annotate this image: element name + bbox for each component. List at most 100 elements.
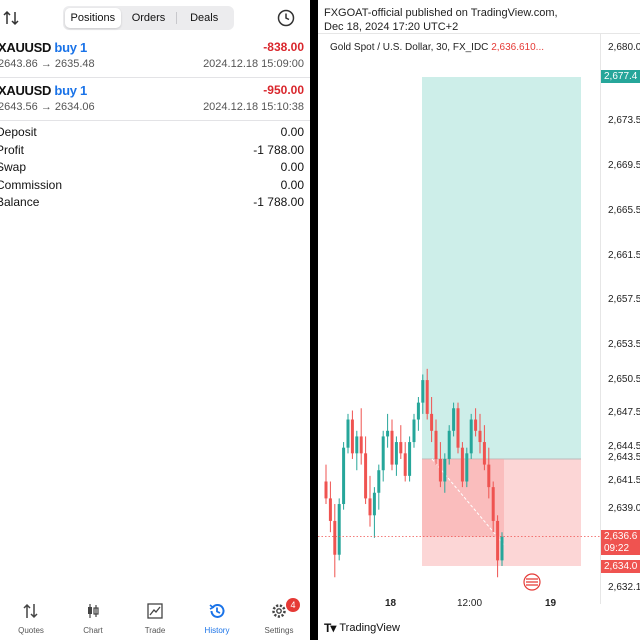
trade-row[interactable]: XAUUSD buy 1 -838.00 2643.86 → 2635.48 2…	[0, 36, 310, 76]
x-tick: 19	[545, 598, 557, 609]
tab-orders[interactable]: Orders	[131, 12, 166, 24]
divider	[0, 77, 310, 78]
y-tick: 2,665.5	[608, 205, 640, 216]
summary-label: Commission	[0, 178, 63, 192]
y-tick: 2,657.5	[608, 294, 640, 305]
trade-profit: -950.00	[263, 83, 304, 97]
y-tick: 2,639.0	[608, 503, 640, 514]
y-tick: 2,643.5	[608, 452, 640, 463]
price-chart[interactable]	[318, 34, 600, 594]
history-panel: Positions Orders Deals XAUUSD buy 1 -838…	[0, 0, 310, 640]
nav-label: Trade	[144, 626, 166, 635]
bottom-nav: Quotes Chart Trade History	[0, 594, 310, 640]
nav-label: Quotes	[18, 626, 44, 635]
summary-label: Swap	[0, 160, 27, 174]
tab-positions[interactable]: Positions	[65, 8, 121, 28]
candle	[399, 442, 403, 454]
candle	[425, 380, 429, 414]
candle	[342, 447, 346, 505]
nav-quotes[interactable]: Quotes	[0, 594, 62, 640]
quotes-icon	[23, 603, 38, 619]
candle	[337, 504, 341, 555]
history-icon	[209, 604, 225, 618]
trade-symbol: XAUUSD buy 1	[0, 83, 87, 98]
nav-history[interactable]: History	[186, 594, 248, 640]
candle	[408, 442, 412, 476]
trade-symbol: XAUUSD buy 1	[0, 40, 87, 55]
candle	[412, 419, 416, 443]
y-tick: 2,632.1	[608, 582, 640, 593]
summary-label: Balance	[0, 195, 40, 209]
candle	[452, 408, 456, 431]
candle	[368, 498, 372, 516]
summary-value: 0.00	[280, 160, 304, 174]
y-tick: 2,647.5	[608, 407, 640, 418]
price-axis	[600, 34, 601, 604]
summary-balance: Balance -1 788.00	[0, 193, 310, 211]
target-zone	[422, 77, 581, 459]
candle	[403, 453, 407, 476]
candle	[496, 520, 500, 561]
candle	[430, 413, 434, 431]
summary-label: Deposit	[0, 125, 37, 139]
candle	[474, 419, 478, 431]
trade-direction: buy 1	[54, 83, 87, 98]
candle	[394, 442, 398, 465]
candle	[478, 430, 482, 443]
nav-chart[interactable]: Chart	[62, 594, 124, 640]
tradingview-mark-icon: T▾	[324, 621, 336, 635]
trade-direction: buy 1	[54, 40, 87, 55]
chart-panel: FXGOAT-official published on TradingView…	[318, 0, 640, 640]
candle	[438, 458, 442, 482]
candle	[386, 430, 390, 437]
candle	[372, 492, 376, 516]
y-tick: 2,644.5	[608, 441, 640, 452]
candle	[364, 453, 368, 499]
summary-value: -1 788.00	[253, 143, 304, 157]
chart-icon	[88, 604, 99, 618]
candle	[355, 436, 359, 454]
summary-label: Profit	[0, 143, 25, 157]
summary-commission: Commission 0.00	[0, 176, 310, 194]
candle	[324, 481, 328, 499]
candle	[482, 442, 486, 465]
summary-value: 0.00	[280, 178, 304, 192]
candle	[328, 498, 332, 521]
candle	[443, 458, 447, 482]
candle	[491, 487, 495, 521]
chart-legend: Gold Spot / U.S. Dollar, 30, FX_IDC 2,63…	[330, 42, 544, 53]
summary-deposit: Deposit 0.00	[0, 123, 310, 141]
candle	[434, 430, 438, 459]
divider	[0, 120, 310, 121]
y-tick: 2,680.0	[608, 42, 640, 53]
notification-badge: 4	[286, 598, 300, 612]
settings-icon	[272, 604, 286, 618]
tab-deals[interactable]: Deals	[176, 8, 232, 28]
candle	[377, 470, 381, 493]
sort-icon[interactable]	[2, 10, 20, 26]
nav-label: Settings	[264, 626, 294, 635]
candle	[421, 380, 425, 403]
trade-prices: 2643.86 → 2635.48	[0, 58, 95, 70]
trade-time: 2024.12.18 15:10:38	[203, 101, 304, 113]
nav-trade[interactable]: Trade	[124, 594, 186, 640]
candle	[469, 419, 473, 454]
brand-name: TradingView	[339, 622, 400, 634]
tradingview-logo[interactable]: T▾ TradingView	[324, 621, 400, 635]
summary-profit: Profit -1 788.00	[0, 141, 310, 159]
flag-stripes	[526, 578, 538, 586]
clock-icon[interactable]	[277, 9, 295, 27]
bar-countdown: 09:22	[601, 542, 640, 555]
candle	[333, 520, 337, 555]
trade-row[interactable]: XAUUSD buy 1 -950.00 2643.56 → 2634.06 2…	[0, 79, 310, 119]
last-price: 2,636.610...	[491, 42, 545, 53]
candle	[359, 436, 363, 454]
publisher-line: FXGOAT-official published on TradingView…	[324, 7, 558, 19]
candle	[346, 419, 350, 448]
nav-settings[interactable]: 4 Settings	[248, 594, 310, 640]
y-tick: 2,661.5	[608, 250, 640, 261]
candle	[487, 464, 491, 488]
history-tabs: Positions Orders Deals	[63, 6, 234, 30]
trade-prices: 2643.56 → 2634.06	[0, 101, 95, 113]
candle	[465, 453, 469, 482]
